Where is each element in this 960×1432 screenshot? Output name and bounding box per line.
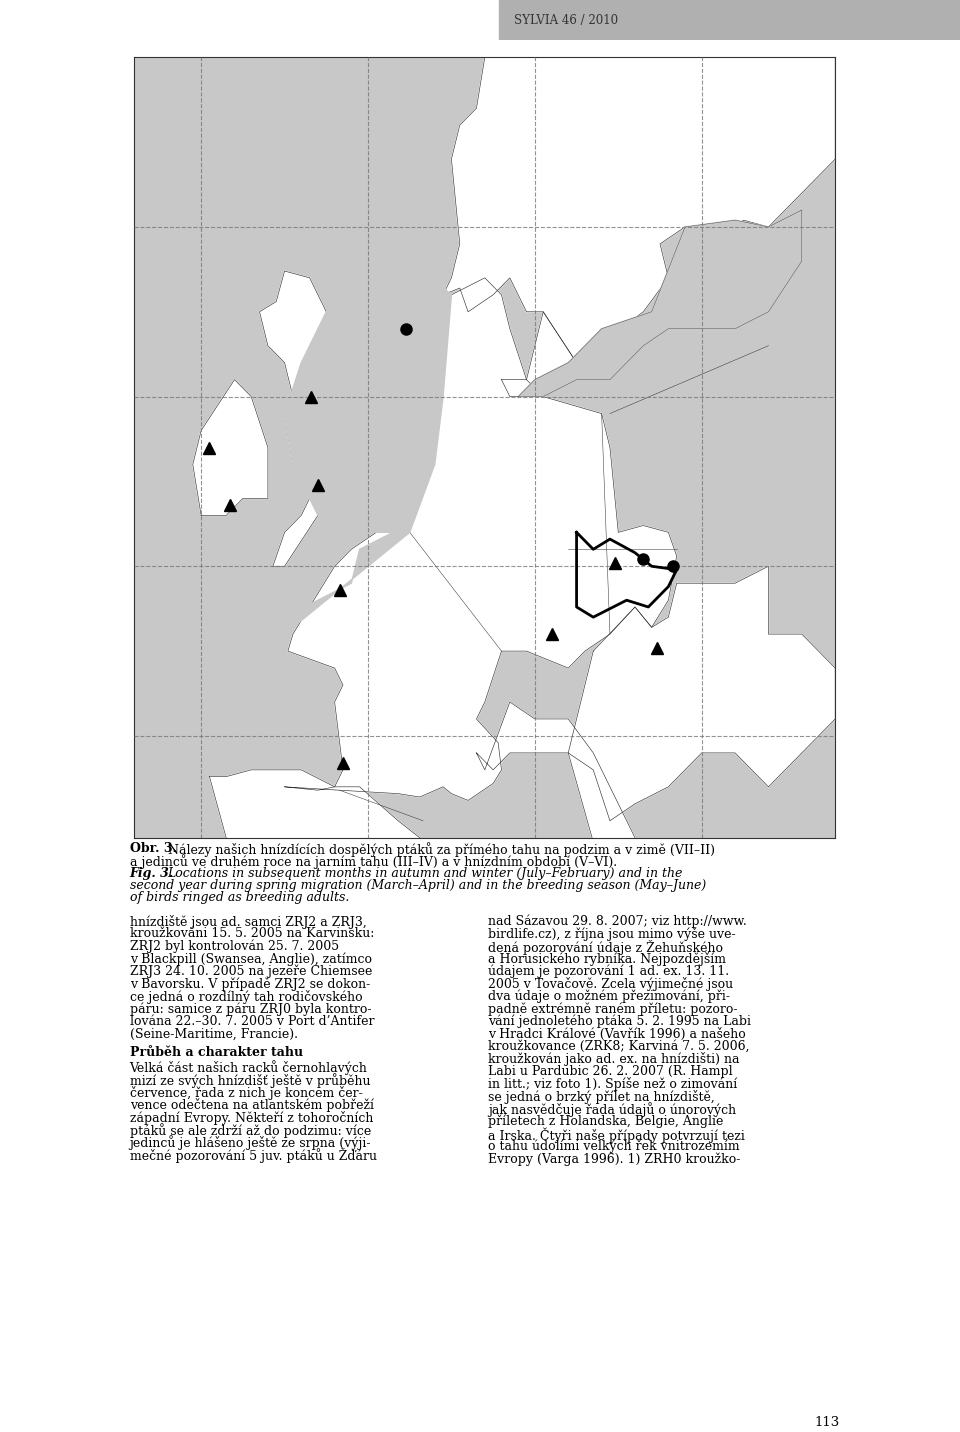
Text: vence odečtena na atlantském pobřeží: vence odečtena na atlantském pobřeží <box>130 1098 373 1113</box>
Text: o tahu údolími velkých řek vnitrozemím: o tahu údolími velkých řek vnitrozemím <box>489 1140 740 1153</box>
Polygon shape <box>476 702 652 991</box>
Polygon shape <box>284 533 410 634</box>
Text: birdlife.cz), z října jsou mimo výše uve-: birdlife.cz), z října jsou mimo výše uve… <box>489 928 736 941</box>
Polygon shape <box>444 57 835 362</box>
Polygon shape <box>284 278 677 800</box>
Text: Locations in subsequent months in autumn and winter (July–February) and in the: Locations in subsequent months in autumn… <box>168 866 683 879</box>
Polygon shape <box>209 770 421 1041</box>
Text: hnízdiště jsou ad. samci ZRJ2 a ZRJ3,: hnízdiště jsou ad. samci ZRJ2 a ZRJ3, <box>130 915 367 929</box>
Text: jak nasvědčuje řada údajů o únorových: jak nasvědčuje řada údajů o únorových <box>489 1103 736 1117</box>
Text: Nálezy našich hnízdících dospělých ptáků za přímého tahu na podzim a v zimě (VII: Nálezy našich hnízdících dospělých ptáků… <box>168 842 714 856</box>
Text: ZRJ2 byl kontrolován 25. 7. 2005: ZRJ2 byl kontrolován 25. 7. 2005 <box>130 939 339 954</box>
Text: lována 22.–30. 7. 2005 v Port d’Antifer: lována 22.–30. 7. 2005 v Port d’Antifer <box>130 1015 374 1028</box>
Text: údajem je pozorování 1 ad. ex. 13. 11.: údajem je pozorování 1 ad. ex. 13. 11. <box>489 965 730 978</box>
Polygon shape <box>501 312 577 397</box>
Polygon shape <box>259 271 343 566</box>
Text: Evropy (Varga 1996). 1) ZRH0 kroužko-: Evropy (Varga 1996). 1) ZRH0 kroužko- <box>489 1153 741 1166</box>
Polygon shape <box>193 379 268 516</box>
Text: a Irska. Čtyři naše případy potvrzují tezi: a Irska. Čtyři naše případy potvrzují te… <box>489 1127 745 1143</box>
Text: jedinců je hlášeno ještě ze srpna (výji-: jedinců je hlášeno ještě ze srpna (výji- <box>130 1136 372 1150</box>
Text: padně extrémně raném příletu: pozoro-: padně extrémně raném příletu: pozoro- <box>489 1002 738 1015</box>
Text: Labi u Pardubic 26. 2. 2007 (R. Hampl: Labi u Pardubic 26. 2. 2007 (R. Hampl <box>489 1065 733 1078</box>
Text: mečné pozorování 5 juv. ptáků u Žďáru: mečné pozorování 5 juv. ptáků u Žďáru <box>130 1148 376 1163</box>
Text: ce jedná o rozdílný tah rodičovského: ce jedná o rozdílný tah rodičovského <box>130 990 362 1004</box>
Text: Průběh a charakter tahu: Průběh a charakter tahu <box>130 1047 302 1060</box>
Text: of birds ringed as breeding adults.: of birds ringed as breeding adults. <box>130 891 349 904</box>
Text: Fig. 3.: Fig. 3. <box>130 866 174 879</box>
Text: se jedná o brzký přílet na hnízdiště,: se jedná o brzký přílet na hnízdiště, <box>489 1090 715 1104</box>
Text: západní Evropy. Někteří z tohoročních: západní Evropy. Někteří z tohoročních <box>130 1111 373 1124</box>
Text: dva údaje o možném přezimování, při-: dva údaje o možném přezimování, při- <box>489 990 731 1004</box>
Text: nad Sázavou 29. 8. 2007; viz http://www.: nad Sázavou 29. 8. 2007; viz http://www. <box>489 915 747 928</box>
Text: kroužkovance (ZRK8; Karviná 7. 5. 2006,: kroužkovance (ZRK8; Karviná 7. 5. 2006, <box>489 1040 750 1053</box>
Text: příletech z Holandska, Belgie, Anglie: příletech z Holandska, Belgie, Anglie <box>489 1116 724 1128</box>
Text: v Blackpill (Swansea, Anglie), zatímco: v Blackpill (Swansea, Anglie), zatímco <box>130 952 372 967</box>
Text: a Horusického rybníka. Nejpozdějším: a Horusického rybníka. Nejpozdějším <box>489 952 727 967</box>
Text: ZRJ3 24. 10. 2005 na jezeře Chiemsee: ZRJ3 24. 10. 2005 na jezeře Chiemsee <box>130 965 372 978</box>
Text: a jedinců ve druhém roce na jarním tahu (III–IV) a v hnízdním období (V–VI).: a jedinců ve druhém roce na jarním tahu … <box>130 853 616 869</box>
Text: v Bavorsku. V případě ZRJ2 se dokon-: v Bavorsku. V případě ZRJ2 se dokon- <box>130 978 370 991</box>
Text: července, řada z nich je koncem čer-: července, řada z nich je koncem čer- <box>130 1085 362 1100</box>
Text: Velká část našich racků černohlavých: Velká část našich racků černohlavých <box>130 1061 368 1075</box>
Text: kroužkován jako ad. ex. na hnízdišti) na: kroužkován jako ad. ex. na hnízdišti) na <box>489 1053 740 1067</box>
Bar <box>499 0 960 40</box>
Text: mizí ze svých hnízdišť ještě v průběhu: mizí ze svých hnízdišť ještě v průběhu <box>130 1073 371 1088</box>
Text: in litt.; viz foto 1). Spíše než o zimování: in litt.; viz foto 1). Spíše než o zimov… <box>489 1077 737 1091</box>
Text: vání jednoletého ptáka 5. 2. 1995 na Labi: vání jednoletého ptáka 5. 2. 1995 na Lab… <box>489 1015 752 1028</box>
Text: páru: samice z páru ZRJ0 byla kontro-: páru: samice z páru ZRJ0 byla kontro- <box>130 1002 372 1015</box>
Text: Obr. 3.: Obr. 3. <box>130 842 177 855</box>
Text: 113: 113 <box>815 1416 840 1429</box>
Text: v Hradci Králové (Vavřík 1996) a našeho: v Hradci Králové (Vavřík 1996) a našeho <box>489 1027 746 1041</box>
Text: kroužkováni 15. 5. 2005 na Karvinsku:: kroužkováni 15. 5. 2005 na Karvinsku: <box>130 928 374 941</box>
Text: second year during spring migration (March–April) and in the breeding season (Ma: second year during spring migration (Mar… <box>130 879 706 892</box>
Text: SYLVIA 46 / 2010: SYLVIA 46 / 2010 <box>514 13 617 27</box>
Text: (Seine-Maritime, Francie).: (Seine-Maritime, Francie). <box>130 1027 298 1041</box>
Polygon shape <box>284 226 451 533</box>
Text: dená pozorování údaje z Žehuňského: dená pozorování údaje z Žehuňského <box>489 939 723 955</box>
Text: 2005 v Tovačově. Zcela výjimečné jsou: 2005 v Tovačově. Zcela výjimečné jsou <box>489 978 733 991</box>
Polygon shape <box>518 211 802 397</box>
Polygon shape <box>568 566 835 821</box>
Text: ptáků se ale zdrží až do podzimu: více: ptáků se ale zdrží až do podzimu: více <box>130 1123 371 1138</box>
